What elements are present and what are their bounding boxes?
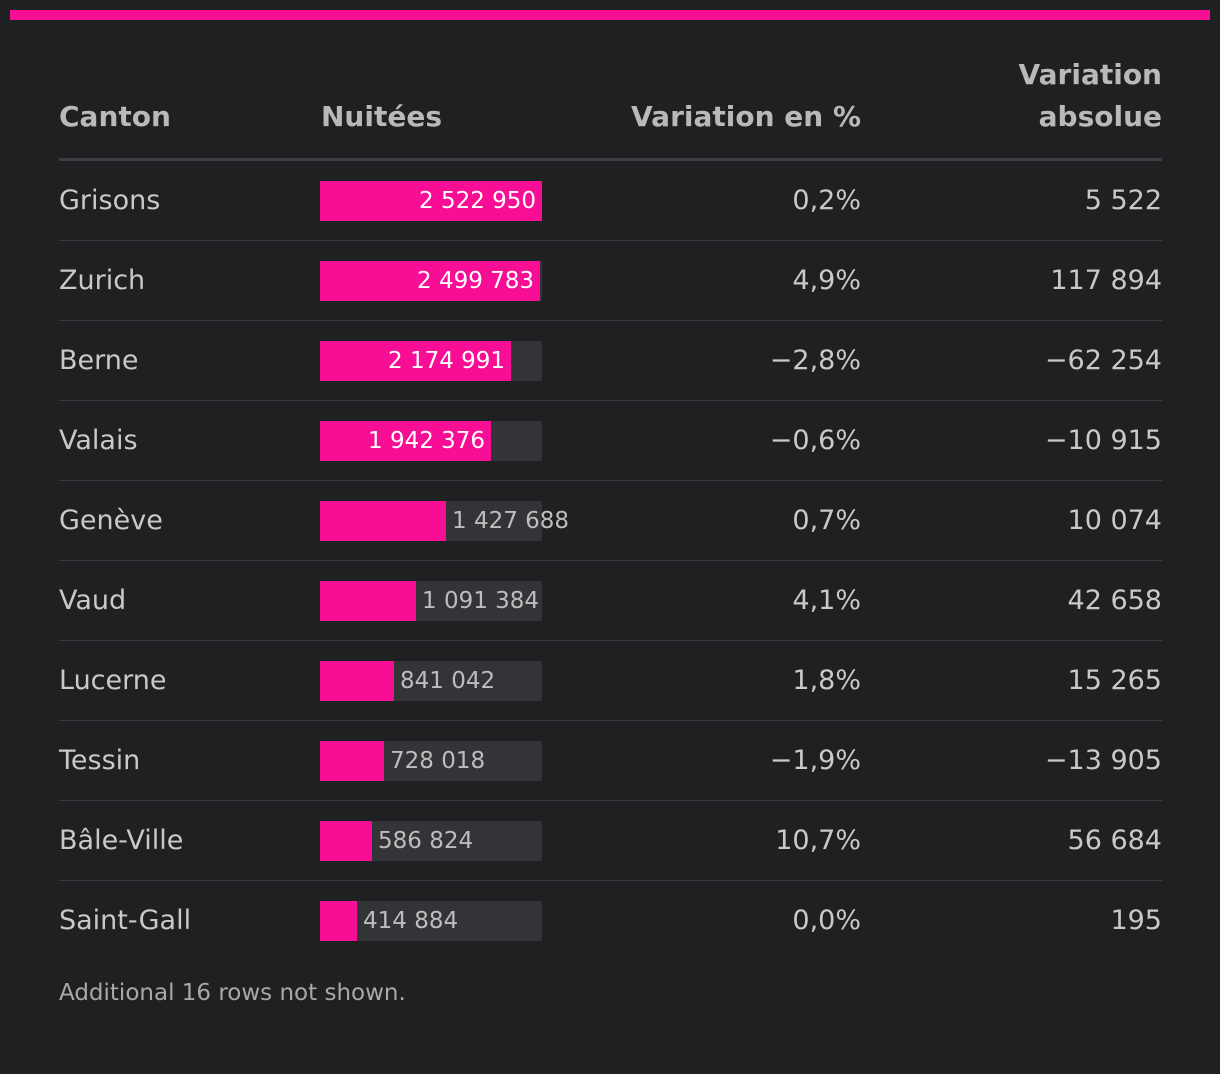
bar-track: 1 942 376 xyxy=(320,421,542,461)
bar-track: 2 174 991 xyxy=(320,341,542,381)
cell-variation-abs: −62 254 xyxy=(1044,345,1162,376)
table-row: Zurich 2 499 783 4,9% 117 894 xyxy=(59,241,1162,321)
data-table: Canton Nuitées Variation en % Variation a… xyxy=(59,58,1162,960)
table-row: Berne 2 174 991 −2,8% −62 254 xyxy=(59,321,1162,401)
cell-canton: Saint-Gall xyxy=(59,905,192,936)
table-row: Grisons 2 522 950 0,2% 5 522 xyxy=(59,161,1162,241)
header-nuitees: Nuitées xyxy=(321,100,442,133)
cell-variation-abs: 56 684 xyxy=(1067,825,1162,856)
cell-variation-pct: 4,9% xyxy=(792,265,861,296)
bar-fill xyxy=(320,901,357,941)
footnote: Additional 16 rows not shown. xyxy=(59,980,406,1006)
cell-variation-abs: 42 658 xyxy=(1067,585,1162,616)
bar-value-label: 2 522 950 xyxy=(419,188,537,214)
bar-track: 2 499 783 xyxy=(320,261,542,301)
table-row: Vaud 1 091 384 4,1% 42 658 xyxy=(59,561,1162,641)
table-row: Genève 1 427 688 0,7% 10 074 xyxy=(59,481,1162,561)
cell-variation-abs: −10 915 xyxy=(1044,425,1162,456)
bar-fill xyxy=(320,661,394,701)
bar-value-label: 2 174 991 xyxy=(388,348,506,374)
cell-canton: Grisons xyxy=(59,185,161,216)
header-variation-abs: Variation absolue xyxy=(1019,54,1163,138)
table-row: Tessin 728 018 −1,9% −13 905 xyxy=(59,721,1162,801)
header-variation-abs-line2: absolue xyxy=(1038,100,1162,133)
cell-canton: Berne xyxy=(59,345,139,376)
bar-track: 841 042 xyxy=(320,661,542,701)
bar-fill xyxy=(320,741,384,781)
cell-variation-pct: 1,8% xyxy=(792,665,861,696)
header-canton: Canton xyxy=(59,100,171,133)
bar-value-label: 586 824 xyxy=(378,828,474,854)
bar-track: 586 824 xyxy=(320,821,542,861)
cell-canton: Lucerne xyxy=(59,665,167,696)
cell-canton: Valais xyxy=(59,425,138,456)
cell-canton: Zurich xyxy=(59,265,146,296)
cell-variation-pct: 4,1% xyxy=(792,585,861,616)
accent-bar xyxy=(10,10,1210,20)
cell-variation-abs: −13 905 xyxy=(1044,745,1162,776)
cell-canton: Vaud xyxy=(59,585,127,616)
bar-track: 1 427 688 xyxy=(320,501,569,541)
table-row: Saint-Gall 414 884 0,0% 195 xyxy=(59,881,1162,960)
bar-fill xyxy=(320,341,511,381)
cell-variation-abs: 195 xyxy=(1110,905,1162,936)
bar-fill xyxy=(320,501,446,541)
cell-variation-pct: −2,8% xyxy=(769,345,861,376)
bar-value-label: 2 499 783 xyxy=(417,268,535,294)
bar-fill xyxy=(320,421,491,461)
cell-variation-pct: −1,9% xyxy=(769,745,861,776)
bar-value-label: 841 042 xyxy=(400,668,496,694)
cell-canton: Bâle-Ville xyxy=(59,825,184,856)
cell-canton: Tessin xyxy=(59,745,141,776)
table-row: Lucerne 841 042 1,8% 15 265 xyxy=(59,641,1162,721)
bar-value-label: 1 091 384 xyxy=(422,588,540,614)
cell-variation-pct: 0,7% xyxy=(792,505,861,536)
table-body: Grisons 2 522 950 0,2% 5 522 Zurich 2 499 783… xyxy=(59,161,1162,960)
bar-fill xyxy=(320,581,416,621)
cell-variation-abs: 5 522 xyxy=(1084,185,1162,216)
cell-variation-pct: −0,6% xyxy=(769,425,861,456)
bar-track: 2 522 950 xyxy=(320,181,542,221)
cell-variation-pct: 10,7% xyxy=(775,825,861,856)
bar-track: 1 091 384 xyxy=(320,581,542,621)
bar-value-label: 1 427 688 xyxy=(452,508,570,534)
table-row: Bâle-Ville 586 824 10,7% 56 684 xyxy=(59,801,1162,881)
header-variation-abs-line1: Variation xyxy=(1018,58,1163,91)
bar-value-label: 414 884 xyxy=(363,908,459,934)
cell-variation-pct: 0,2% xyxy=(792,185,861,216)
bar-value-label: 1 942 376 xyxy=(368,428,486,454)
cell-canton: Genève xyxy=(59,505,163,536)
header-variation-pct: Variation en % xyxy=(631,100,861,133)
bar-fill xyxy=(320,261,540,301)
cell-variation-pct: 0,0% xyxy=(792,905,861,936)
bar-track: 728 018 xyxy=(320,741,542,781)
table-header: Canton Nuitées Variation en % Variation a… xyxy=(59,58,1162,161)
cell-variation-abs: 117 894 xyxy=(1050,265,1162,296)
cell-variation-abs: 10 074 xyxy=(1067,505,1162,536)
bar-fill xyxy=(320,181,542,221)
bar-track: 414 884 xyxy=(320,901,542,941)
table-row: Valais 1 942 376 −0,6% −10 915 xyxy=(59,401,1162,481)
bar-value-label: 728 018 xyxy=(390,748,486,774)
bar-fill xyxy=(320,821,372,861)
cell-variation-abs: 15 265 xyxy=(1067,665,1162,696)
